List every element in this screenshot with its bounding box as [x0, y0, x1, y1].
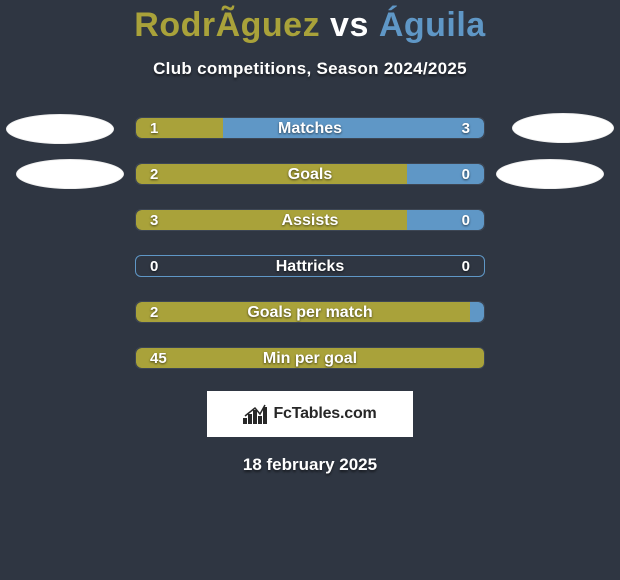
stat-value-right: 0	[462, 210, 470, 231]
brand-box[interactable]: FcTables.com	[207, 391, 413, 437]
stat-bar-track: 30Assists	[135, 209, 485, 231]
stat-value-left: 2	[150, 302, 158, 323]
stat-bar-left	[136, 256, 310, 276]
stat-row: 20Goals	[0, 163, 620, 185]
team-crest-left	[6, 114, 114, 144]
stat-bar-left	[136, 348, 484, 368]
stat-bar-track: 45Min per goal	[135, 347, 485, 369]
stat-value-left: 3	[150, 210, 158, 231]
player2-name: Águila	[379, 6, 486, 44]
stat-bar-track: 2Goals per match	[135, 301, 485, 323]
stat-bar-left	[136, 210, 407, 230]
stat-bar-left	[136, 164, 407, 184]
stat-bar-track: 00Hattricks	[135, 255, 485, 277]
stat-bar-right	[223, 118, 484, 138]
stat-value-left: 2	[150, 164, 158, 185]
stat-bar-left	[136, 302, 470, 322]
stat-row: 13Matches	[0, 117, 620, 139]
stat-value-left: 1	[150, 118, 158, 139]
stat-bar-right	[310, 256, 484, 276]
snapshot-date: 18 february 2025	[243, 455, 377, 475]
team-crest-right	[496, 159, 604, 189]
team-crest-left	[16, 159, 124, 189]
comparison-chart: 13Matches20Goals30Assists00Hattricks2Goa…	[0, 117, 620, 369]
brand-text: FcTables.com	[273, 405, 376, 423]
stat-bar-track: 20Goals	[135, 163, 485, 185]
stat-value-right: 3	[462, 118, 470, 139]
stat-bar-right	[407, 210, 484, 230]
comparison-title: RodrÃ­guez vs Águila	[134, 6, 485, 45]
team-crest-right	[512, 113, 614, 143]
fctables-logo-icon	[243, 404, 267, 424]
stat-bar-right	[470, 302, 484, 322]
title-vs: vs	[320, 6, 379, 44]
stat-value-left: 45	[150, 348, 167, 369]
stat-value-right: 0	[462, 256, 470, 277]
subtitle: Club competitions, Season 2024/2025	[153, 59, 467, 79]
stat-value-right: 0	[462, 164, 470, 185]
stat-row: 2Goals per match	[0, 301, 620, 323]
stat-row: 00Hattricks	[0, 255, 620, 277]
stat-bar-right	[407, 164, 484, 184]
stat-bar-track: 13Matches	[135, 117, 485, 139]
stat-row: 30Assists	[0, 209, 620, 231]
stat-row: 45Min per goal	[0, 347, 620, 369]
stat-value-left: 0	[150, 256, 158, 277]
player1-name: RodrÃ­guez	[134, 6, 320, 44]
